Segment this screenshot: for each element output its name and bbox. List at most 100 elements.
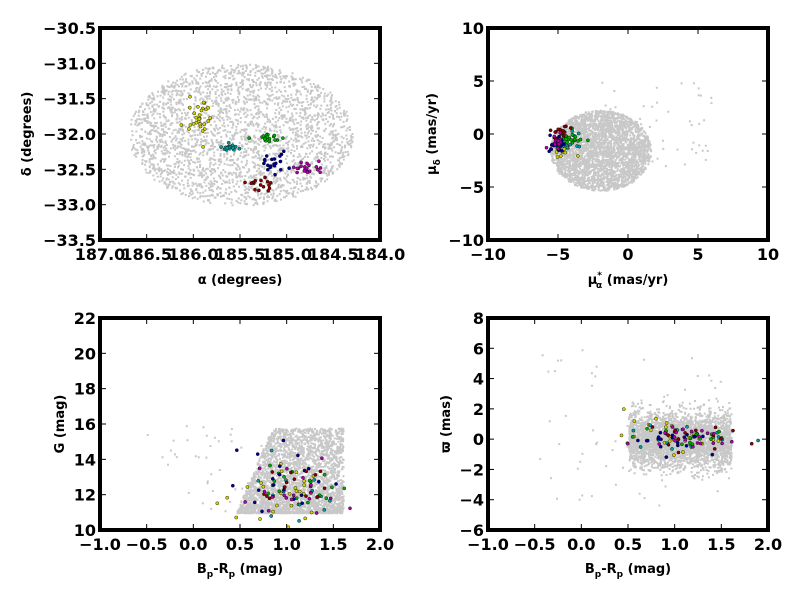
group-point (225, 495, 229, 500)
group-point (256, 488, 261, 493)
group-point (292, 477, 297, 482)
group-point (556, 146, 560, 151)
x-tick-label: 186.0 (168, 245, 219, 264)
group-point (315, 167, 320, 172)
group-point (253, 178, 257, 183)
group-1-points (256, 448, 332, 523)
group-point (282, 493, 286, 498)
x-tick-label: 0.5 (614, 535, 642, 554)
x-tick-label: −5 (546, 245, 571, 264)
group-point (289, 497, 294, 502)
group-point (564, 137, 568, 141)
group-point (692, 435, 696, 439)
group-point (279, 152, 284, 157)
group-point (271, 483, 276, 487)
group-point (179, 123, 184, 127)
group-point (268, 180, 273, 185)
group-point (644, 438, 649, 443)
group-point (320, 456, 324, 461)
group-point (667, 439, 672, 444)
group-point (322, 486, 327, 491)
group-point (304, 469, 309, 474)
group-point (328, 496, 333, 501)
group-point (269, 448, 274, 453)
x-tick-label: −1.0 (79, 535, 121, 554)
group-point (717, 429, 721, 434)
group-point (685, 424, 689, 429)
group-point (202, 122, 206, 126)
group-point (713, 425, 718, 430)
group-point (568, 126, 573, 130)
group-point (191, 122, 196, 126)
group-point (272, 162, 276, 166)
group-point (548, 133, 552, 138)
group-point (559, 154, 563, 158)
group-point (675, 440, 680, 445)
group-point (318, 170, 323, 175)
group-point (701, 434, 705, 439)
group-point (294, 496, 299, 501)
group-point (569, 138, 574, 142)
group-point (562, 124, 567, 129)
group-point (253, 187, 257, 192)
group-point (265, 163, 270, 168)
group-point (291, 493, 296, 498)
sky-ylabel: δ (degrees) (20, 92, 35, 177)
group-point (243, 500, 247, 504)
group-point (698, 441, 703, 446)
group-point (683, 431, 687, 435)
group-point (266, 188, 271, 193)
group-point (663, 431, 667, 435)
x-tick-label: 0 (622, 245, 633, 264)
group-point (673, 438, 677, 443)
x-tick-label: 10 (757, 245, 779, 264)
x-tick-label: −10 (470, 245, 506, 264)
group-point (302, 479, 306, 483)
group-point (694, 428, 698, 433)
group-point (730, 439, 734, 444)
group-point (215, 501, 220, 506)
group-point (264, 154, 269, 158)
group-point (309, 491, 313, 495)
group-point (266, 508, 271, 513)
x-tick-label: 1.5 (707, 535, 735, 554)
group-point (544, 145, 549, 150)
group-point (664, 425, 668, 430)
y-tick-label: 0 (473, 125, 484, 144)
group-point (553, 142, 557, 147)
group-point (731, 428, 735, 433)
y-tick-label: −30.5 (43, 19, 96, 38)
group-point (630, 435, 635, 439)
y-tick-label: −5 (459, 178, 484, 197)
color-magnitude-panel: −1.0 −0.5 0.0 0.5 1.0 1.5 2.0 22 20 18 16 14 12 10 (74, 309, 394, 554)
group-point (281, 136, 285, 140)
group-point (268, 463, 272, 468)
group-point (711, 441, 716, 446)
x-tick-label: 184.0 (355, 245, 406, 264)
group-point (199, 108, 204, 113)
group-point (578, 137, 583, 142)
group-point (318, 469, 323, 474)
group-point (299, 160, 303, 165)
group-point (670, 425, 675, 429)
group-point (658, 444, 663, 449)
y-tick-label: 14 (74, 450, 96, 469)
y-tick-label: 5 (473, 72, 484, 91)
group-0-points (179, 94, 212, 149)
y-tick-label: −31.5 (43, 90, 96, 109)
group-point (258, 183, 263, 187)
group-point (555, 155, 560, 159)
x-tick-label: 184.5 (308, 245, 359, 264)
group-point (219, 145, 223, 149)
group-point (293, 486, 298, 490)
group-point (330, 485, 334, 490)
x-tick-label: 1.0 (660, 535, 688, 554)
group-point (572, 137, 577, 142)
group-point (318, 166, 323, 170)
sky-xlabel: α (degrees) (198, 273, 283, 288)
group-point (281, 149, 286, 154)
group-point (556, 127, 561, 132)
group-point (267, 496, 272, 501)
group-point (315, 495, 320, 499)
group-point (684, 443, 689, 448)
